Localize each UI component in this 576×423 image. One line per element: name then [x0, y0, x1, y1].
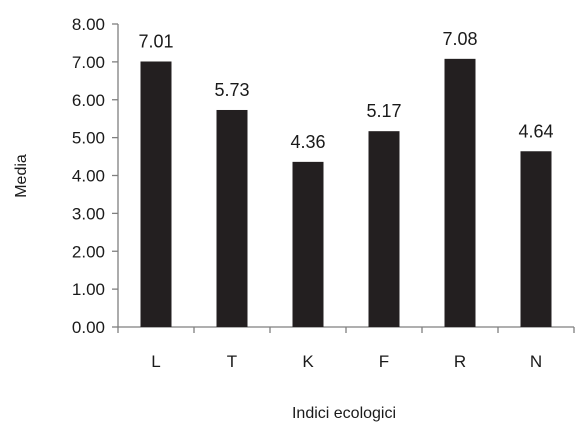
y-tick-label: 8.00 — [72, 15, 105, 34]
y-tick-label: 2.00 — [72, 242, 105, 261]
bar — [292, 161, 324, 327]
y-tick-label: 1.00 — [72, 280, 105, 299]
bars — [140, 58, 552, 328]
y-axis-title: Media — [13, 154, 30, 198]
data-label: 4.36 — [290, 132, 325, 152]
axes — [117, 24, 574, 328]
ticks: 0.00 1.00 2.00 3.00 4.00 5.00 6.00 7.00 8.00 L T K F… — [72, 15, 575, 371]
x-tick-label: F — [379, 352, 389, 371]
bar — [520, 151, 552, 327]
data-label: 7.01 — [138, 31, 173, 51]
bar — [140, 61, 172, 328]
y-tick-label: 6.00 — [72, 91, 105, 110]
data-label: 5.73 — [214, 80, 249, 100]
x-axis-title: Indici ecologici — [292, 405, 396, 422]
data-label: 5.17 — [366, 101, 401, 121]
data-label: 7.08 — [442, 29, 477, 49]
x-tick-label: N — [530, 352, 542, 371]
y-tick-label: 0.00 — [72, 318, 105, 337]
bar — [368, 131, 400, 327]
bar — [216, 109, 248, 327]
x-tick-label: R — [454, 352, 466, 371]
y-tick-label: 7.00 — [72, 53, 105, 72]
x-tick-label: T — [227, 352, 237, 371]
y-tick-label: 3.00 — [72, 204, 105, 223]
data-labels: 7.01 5.73 4.36 5.17 7.08 4.64 — [138, 29, 553, 152]
data-label: 4.64 — [518, 121, 553, 141]
x-tick-label: L — [151, 352, 160, 371]
x-tick-label: K — [302, 352, 314, 371]
y-tick-label: 4.00 — [72, 167, 105, 186]
y-tick-label: 5.00 — [72, 129, 105, 148]
bar — [444, 58, 476, 327]
